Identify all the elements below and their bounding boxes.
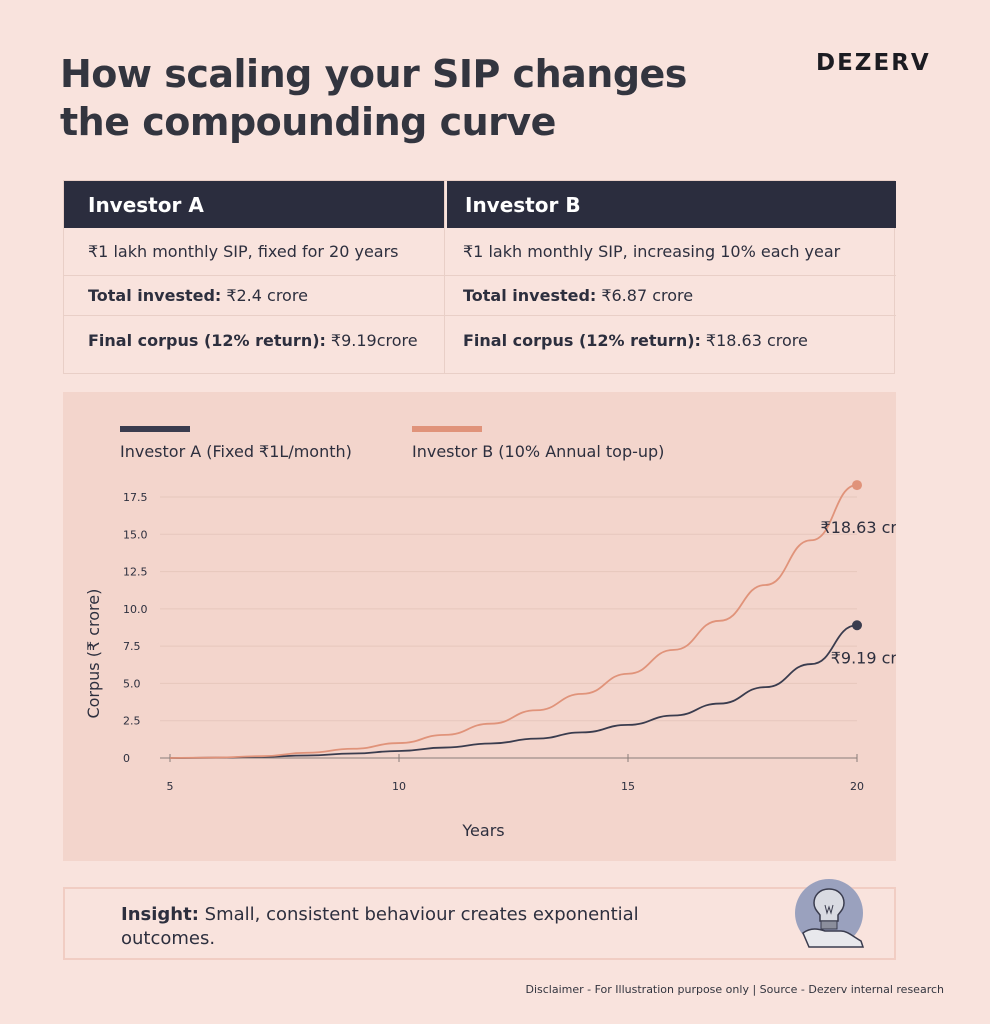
insight-label: Insight: <box>121 904 199 925</box>
y-axis-label: Corpus (₹ crore) <box>84 589 103 719</box>
invested-value: ₹6.87 crore <box>601 286 694 305</box>
disclaimer: Disclaimer - For Illustration purpose on… <box>525 983 944 996</box>
corpus-label: Final corpus (12% return): <box>88 330 326 350</box>
end-value-label: ₹18.63 cr <box>821 518 896 537</box>
y-tick-label: 15.0 <box>123 528 148 541</box>
investor-b-corpus: Final corpus (12% return): ₹18.63 crore <box>445 316 896 364</box>
x-axis-label: Years <box>461 821 504 840</box>
x-tick-label: 15 <box>621 780 635 793</box>
invested-label: Total invested: <box>88 286 222 305</box>
x-tick-label: 10 <box>392 780 406 793</box>
investor-a-corpus: Final corpus (12% return): ₹9.19crore <box>64 316 444 364</box>
legend-swatch-investor-a <box>120 426 190 432</box>
x-tick-label: 20 <box>850 780 864 793</box>
investor-a-column: Investor A ₹1 lakh monthly SIP, fixed fo… <box>64 181 444 373</box>
legend-swatch-investor-b <box>412 426 482 432</box>
legend-label-investor-a: Investor A (Fixed ₹1L/month) <box>120 442 352 461</box>
y-tick-label: 0 <box>123 752 130 765</box>
y-tick-label: 5.0 <box>123 677 141 690</box>
investor-a-header: Investor A <box>64 181 444 228</box>
end-point-investor-b <box>852 480 862 491</box>
legend-label-investor-b: Investor B (10% Annual top-up) <box>412 442 665 461</box>
investor-b-header: Investor B <box>445 181 896 228</box>
corpus-label: Final corpus (12% return): <box>463 330 701 350</box>
invested-label: Total invested: <box>463 286 597 305</box>
y-tick-label: 17.5 <box>123 491 148 504</box>
y-tick-label: 2.5 <box>123 715 141 728</box>
brand-logo: DEZERV <box>816 50 931 76</box>
page-title: How scaling your SIP changes the compoun… <box>60 52 687 144</box>
series-line-investor-b <box>169 484 858 759</box>
corpus-value: ₹9.19crore <box>330 330 418 350</box>
corpus-value: ₹18.63 crore <box>705 330 808 350</box>
y-tick-label: 7.5 <box>123 640 141 653</box>
investor-a-plan: ₹1 lakh monthly SIP, fixed for 20 years <box>64 228 444 276</box>
y-tick-label: 12.5 <box>123 566 148 579</box>
y-tick-label: 10.0 <box>123 603 148 616</box>
investor-b-plan: ₹1 lakh monthly SIP, increasing 10% each… <box>445 228 896 276</box>
insight-body: Small, consistent behaviour creates expo… <box>121 904 639 949</box>
insight-text: Insight: Small, consistent behaviour cre… <box>121 903 721 951</box>
insight-box: Insight: Small, consistent behaviour cre… <box>63 879 896 960</box>
investor-b-column: Investor B ₹1 lakh monthly SIP, increasi… <box>444 181 896 373</box>
series-line-investor-a <box>169 624 858 759</box>
line-chart: 0 2.5 5.0 7.5 10.0 12.5 15.0 17.5 5 10 15 20 Years Co… <box>84 480 896 840</box>
x-tick-label: 5 <box>167 780 174 793</box>
investor-a-invested: Total invested: ₹2.4 crore <box>64 276 444 316</box>
end-value-label: ₹9.19 cr <box>831 648 896 667</box>
comparison-table: Investor A ₹1 lakh monthly SIP, fixed fo… <box>63 180 896 374</box>
end-point-investor-a <box>852 620 862 631</box>
chart-panel: Investor A (Fixed ₹1L/month) Investor B … <box>63 392 896 861</box>
lightbulb-hand-icon <box>795 879 865 948</box>
investor-b-invested: Total invested: ₹6.87 crore <box>445 276 896 316</box>
invested-value: ₹2.4 crore <box>226 286 308 305</box>
